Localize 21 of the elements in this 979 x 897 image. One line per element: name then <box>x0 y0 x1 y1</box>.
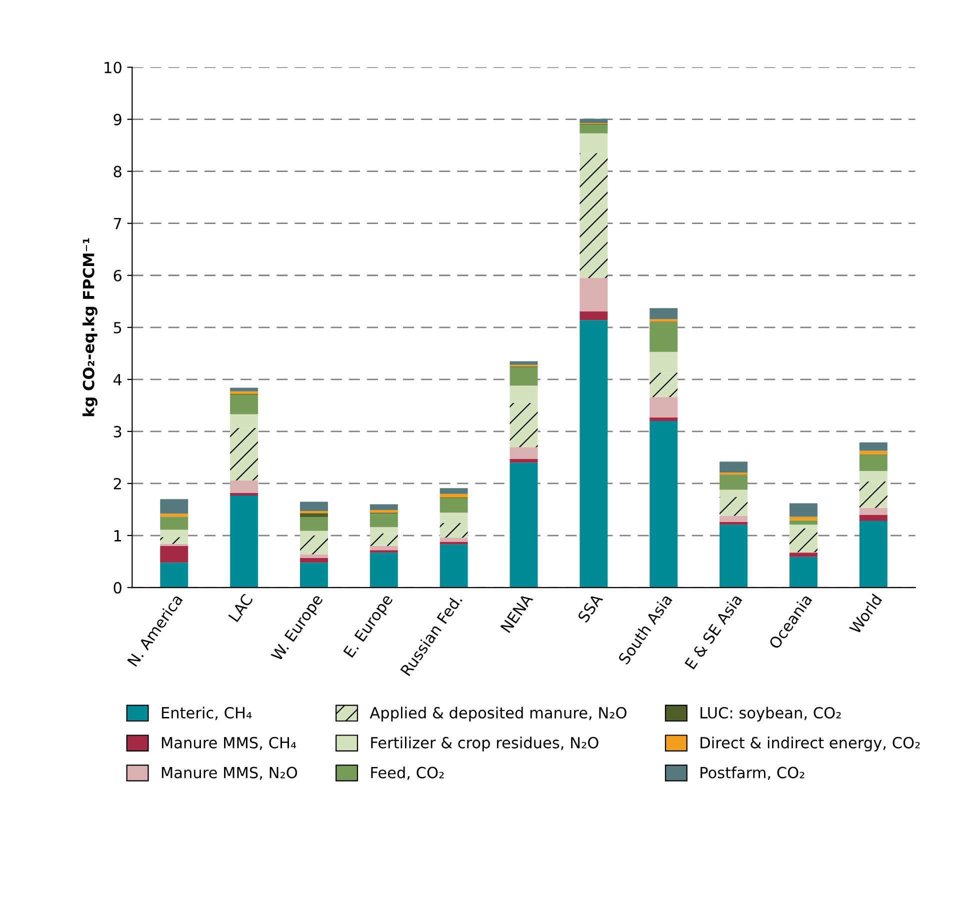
y-tick-label: 7 <box>114 218 122 230</box>
y-tick-label: 0 <box>114 582 122 594</box>
y-tick-label: 8 <box>114 166 122 178</box>
legend-label: Feed, CO₂ <box>371 766 444 780</box>
y-tick-label: 5 <box>114 322 122 334</box>
legend-label: Applied & deposited manure, N₂O <box>370 706 626 722</box>
y-tick-label: 1 <box>114 530 122 542</box>
y-tick-label: 4 <box>113 374 122 386</box>
y-tick-label: 6 <box>114 270 122 282</box>
legend-label: Fertilizer & crop residues, N₂O <box>371 736 598 752</box>
y-axis-title: kg CO₂-eq.kg FPCM⁻¹ <box>82 238 98 416</box>
legend-label: Manure MMS, N₂O <box>162 766 298 780</box>
y-tick-label: 3 <box>114 426 122 438</box>
legend-label: Direct & indirect energy, CO₂ <box>700 736 920 752</box>
legend-label: Postfarm, CO₂ <box>700 766 804 780</box>
legend-label: LUC: soybean, CO₂ <box>700 706 841 722</box>
legend-label: Manure MMS, CH₄ <box>162 736 296 750</box>
y-tick-label: 10 <box>104 62 122 74</box>
y-tick-label: 2 <box>114 478 121 490</box>
y-tick-label: 9 <box>114 114 122 126</box>
legend-label: Enteric, CH₄ <box>162 706 252 720</box>
